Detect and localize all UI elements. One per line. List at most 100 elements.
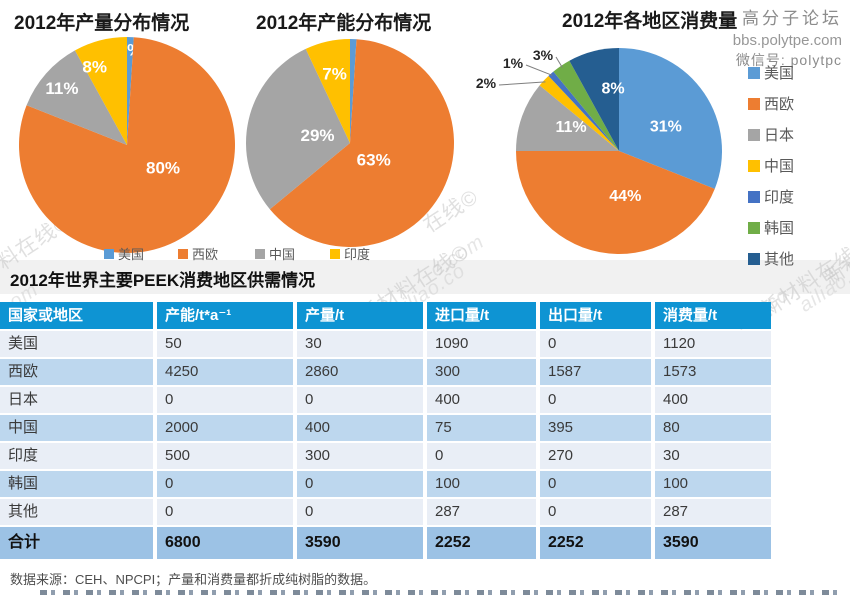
source-note: 数据来源：CEH、NPCPI；产量和消费量都折成纯树脂的数据。 <box>10 572 377 587</box>
table-cell: 1090 <box>427 331 536 357</box>
pie1-slice-印度 <box>74 37 127 145</box>
table-cell: 75 <box>427 415 536 441</box>
pie-data-label: 80% <box>146 159 180 178</box>
table-cell: 2000 <box>157 415 293 441</box>
table-cell: 0 <box>297 471 423 497</box>
table-cell: 西欧 <box>0 359 153 385</box>
table-cell: 0 <box>157 499 293 525</box>
table-cell: 印度 <box>0 443 153 469</box>
table-cell: 2860 <box>297 359 423 385</box>
pie-data-label: 7% <box>322 65 347 84</box>
legend-label: 印度 <box>764 189 795 206</box>
pie-charts-canvas: 1%80%11%8%1%63%29%7%31%44%11%2%1%3%8% <box>18 36 723 255</box>
pie-data-label: 29% <box>300 126 334 145</box>
pie1-slice-西欧 <box>18 37 235 253</box>
table-cell: 100 <box>655 471 771 497</box>
pie-leader-line <box>555 56 563 68</box>
table-total-cell: 2252 <box>540 527 651 559</box>
table-header-cell: 消费量/t <box>655 302 771 329</box>
legend-swatch-icon <box>748 128 760 141</box>
table-total-cell: 2252 <box>427 527 536 559</box>
pie-data-label: 8% <box>82 57 107 76</box>
watermark-block: 高分子论坛 bbs.polytpe.com 微信号: polytpc <box>733 8 842 70</box>
pie3-slice-美国 <box>619 47 723 189</box>
legend-label: 印度 <box>344 247 371 262</box>
legend-item-中国: 中国 <box>255 244 295 263</box>
legend-item-西欧: 西欧 <box>748 93 794 114</box>
pie1-slice-美国 <box>127 36 134 146</box>
pie-leader-line <box>525 64 553 76</box>
table-cell: 0 <box>297 387 423 413</box>
pie-data-label: 1% <box>503 55 524 71</box>
legend-label: 日本 <box>764 127 795 144</box>
table-cell: 0 <box>157 387 293 413</box>
table-cell: 美国 <box>0 331 153 357</box>
table-cell: 287 <box>427 499 536 525</box>
chart1-title: 2012年产量分布情况 <box>14 13 190 34</box>
table-cell: 0 <box>157 471 293 497</box>
legend-label: 美国 <box>118 247 145 262</box>
table-header-cell: 产量/t <box>297 302 423 329</box>
legend-swatch-icon <box>748 97 760 110</box>
legend-swatch-icon <box>748 221 760 234</box>
legend-item-其他: 其他 <box>748 248 794 269</box>
pie-data-label: 3% <box>533 47 554 63</box>
pie-data-label: 44% <box>609 188 641 205</box>
table-total-cell: 6800 <box>157 527 293 559</box>
pie-data-label: 11% <box>45 79 78 98</box>
table-cell: 0 <box>540 331 651 357</box>
table-cell: 500 <box>157 443 293 469</box>
table-title: 2012年世界主要PEEK消费地区供需情况 <box>10 271 316 290</box>
legend-item-印度: 印度 <box>330 244 370 263</box>
legend-label: 其他 <box>764 251 795 268</box>
table-cell: 80 <box>655 415 771 441</box>
pie3-slice-中国 <box>539 75 619 151</box>
pie2-slice-印度 <box>305 39 350 143</box>
watermark-forum-text: 高分子论坛 <box>742 9 842 28</box>
legend-label: 中国 <box>764 158 795 175</box>
legend-item-美国: 美国 <box>104 244 144 263</box>
table-header-cell: 国家或地区 <box>0 302 153 329</box>
legend-item-日本: 日本 <box>748 124 794 145</box>
pie-data-label: 2% <box>476 75 497 91</box>
pie2-slice-美国 <box>350 39 357 143</box>
legend-label: 美国 <box>764 65 795 82</box>
table-total-cell: 3590 <box>655 527 771 559</box>
table-cell: 0 <box>297 499 423 525</box>
table-cell: 300 <box>427 359 536 385</box>
pie-leader-line <box>498 81 546 86</box>
table-header-cell: 进口量/t <box>427 302 536 329</box>
legend-swatch-icon <box>330 248 340 259</box>
pie-data-label: 63% <box>357 151 391 170</box>
legend-label: 韩国 <box>764 220 795 237</box>
watermark-wechat-text: 微信号: polytpc <box>735 52 842 69</box>
table-total-cell: 合计 <box>0 527 153 559</box>
table-cell: 400 <box>655 387 771 413</box>
table-cell: 中国 <box>0 415 153 441</box>
table-cell: 1120 <box>655 331 771 357</box>
table-cell: 0 <box>540 387 651 413</box>
legend-swatch-icon <box>255 248 265 259</box>
table-cell: 300 <box>297 443 423 469</box>
pie3-slice-韩国 <box>553 60 619 151</box>
table-cell: 30 <box>655 443 771 469</box>
table-cell: 韩国 <box>0 471 153 497</box>
table-cell: 其他 <box>0 499 153 525</box>
legend-label: 中国 <box>269 247 296 262</box>
pie2-slice-西欧 <box>269 39 455 248</box>
table-cell: 400 <box>427 387 536 413</box>
table-cell: 0 <box>540 471 651 497</box>
watermark-site-text: bbs.polytpe.com <box>732 31 842 49</box>
table-cell: 日本 <box>0 387 153 413</box>
legend-swatch-icon <box>748 252 760 265</box>
table-cell: 4250 <box>157 359 293 385</box>
pie3-slice-西欧 <box>516 151 715 255</box>
chart3-title: 2012年各地区消费量 <box>562 11 738 32</box>
table-cell: 0 <box>427 443 536 469</box>
legend-swatch-icon <box>178 248 188 259</box>
legend-item-中国: 中国 <box>748 155 794 176</box>
pie-data-label: 31% <box>650 119 682 136</box>
table-cell: 30 <box>297 331 423 357</box>
legend-swatch-icon <box>104 248 114 259</box>
